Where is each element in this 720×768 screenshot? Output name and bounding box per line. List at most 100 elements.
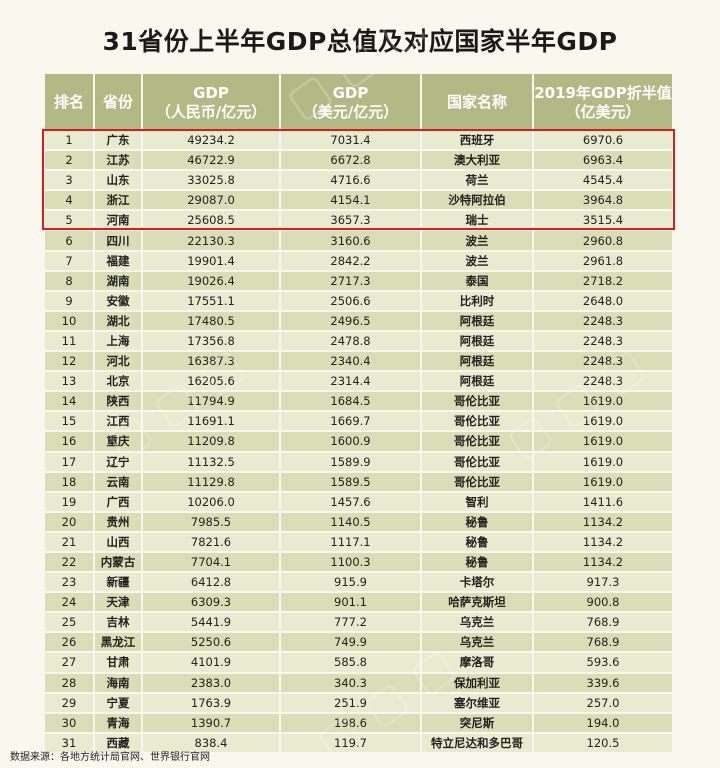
cell-gdp-usd: 1589.9 bbox=[280, 451, 422, 473]
cell-gdp-rmb: 16205.6 bbox=[142, 371, 281, 393]
table-row: 27 甘肃 4101.9 585.8 摩洛哥 593.6 bbox=[45, 652, 672, 674]
cell-half-gdp: 1619.0 bbox=[533, 471, 672, 493]
header-half-line1: 2019年GDP折半值 bbox=[534, 83, 672, 102]
header-country: 国家名称 bbox=[421, 74, 534, 131]
cell-half-gdp: 768.9 bbox=[533, 632, 672, 654]
cell-country: 波兰 bbox=[421, 230, 534, 252]
cell-gdp-rmb: 5250.6 bbox=[142, 632, 281, 654]
cell-gdp-usd: 198.6 bbox=[280, 712, 422, 734]
table-row: 28 海南 2383.0 340.3 保加利亚 339.6 bbox=[45, 672, 672, 694]
cell-half-gdp: 2248.3 bbox=[533, 330, 672, 353]
cell-rank: 5 bbox=[45, 210, 95, 232]
table-row: 29 宁夏 1763.9 251.9 塞尔维亚 257.0 bbox=[45, 692, 672, 714]
cell-half-gdp: 2961.8 bbox=[533, 250, 672, 272]
cell-rank: 19 bbox=[45, 491, 95, 513]
table-row: 4 浙江 29087.0 4154.1 沙特阿拉伯 3964.8 bbox=[45, 190, 672, 212]
table-row: 1 广东 49234.2 7031.4 西班牙 6970.6 bbox=[45, 131, 672, 152]
cell-half-gdp: 2248.3 bbox=[533, 310, 672, 332]
cell-gdp-rmb: 838.4 bbox=[142, 732, 281, 754]
cell-gdp-usd: 2842.2 bbox=[280, 250, 422, 272]
cell-country: 保加利亚 bbox=[421, 672, 534, 694]
cell-rank: 26 bbox=[45, 632, 95, 654]
cell-gdp-rmb: 2383.0 bbox=[142, 672, 281, 694]
cell-country: 泰国 bbox=[421, 270, 534, 292]
cell-country: 阿根廷 bbox=[421, 330, 534, 353]
cell-half-gdp: 3515.4 bbox=[533, 210, 672, 232]
cell-gdp-usd: 1100.3 bbox=[280, 551, 422, 574]
cell-half-gdp: 120.5 bbox=[533, 732, 672, 754]
cell-gdp-rmb: 25608.5 bbox=[142, 210, 281, 232]
cell-gdp-rmb: 11794.9 bbox=[142, 391, 281, 413]
cell-gdp-usd: 2717.3 bbox=[280, 270, 422, 292]
cell-country: 澳大利亚 bbox=[421, 150, 534, 172]
cell-gdp-rmb: 6309.3 bbox=[142, 592, 281, 614]
header-gdp-rmb-line1: GDP bbox=[193, 83, 229, 102]
cell-rank: 1 bbox=[45, 131, 95, 152]
cell-half-gdp: 1619.0 bbox=[533, 391, 672, 413]
cell-rank: 16 bbox=[45, 431, 95, 453]
header-half-line2: （亿美元） bbox=[565, 102, 641, 121]
cell-half-gdp: 257.0 bbox=[533, 692, 672, 714]
cell-gdp-rmb: 49234.2 bbox=[142, 131, 281, 152]
cell-half-gdp: 2960.8 bbox=[533, 230, 672, 252]
cell-gdp-usd: 2478.8 bbox=[280, 330, 422, 353]
cell-half-gdp: 339.6 bbox=[533, 672, 672, 694]
cell-rank: 28 bbox=[45, 672, 95, 694]
cell-province: 广东 bbox=[94, 131, 143, 152]
cell-half-gdp: 900.8 bbox=[533, 592, 672, 614]
table-row: 7 福建 19901.4 2842.2 波兰 2961.8 bbox=[45, 250, 672, 272]
table-row: 9 安徽 17551.1 2506.6 比利时 2648.0 bbox=[45, 290, 672, 312]
cell-half-gdp: 768.9 bbox=[533, 612, 672, 634]
cell-province: 北京 bbox=[94, 371, 143, 393]
cell-province: 云南 bbox=[94, 471, 143, 493]
table-row: 11 上海 17356.8 2478.8 阿根廷 2248.3 bbox=[45, 330, 672, 353]
table-row: 20 贵州 7985.5 1140.5 秘鲁 1134.2 bbox=[45, 511, 672, 533]
cell-rank: 7 bbox=[45, 250, 95, 272]
cell-rank: 20 bbox=[45, 511, 95, 533]
cell-rank: 30 bbox=[45, 712, 95, 734]
cell-country: 智利 bbox=[421, 491, 534, 513]
table-row: 2 江苏 46722.9 6672.8 澳大利亚 6963.4 bbox=[45, 150, 672, 172]
cell-province: 吉林 bbox=[94, 612, 143, 634]
cell-country: 荷兰 bbox=[421, 170, 534, 192]
cell-gdp-usd: 4154.1 bbox=[280, 190, 422, 212]
gdp-table: 排名 省份 GDP （人民币/亿元） GDP （美元/亿元） 国家名称 2019… bbox=[45, 74, 672, 754]
cell-gdp-usd: 749.9 bbox=[280, 632, 422, 654]
cell-rank: 6 bbox=[45, 230, 95, 252]
cell-gdp-rmb: 11132.5 bbox=[142, 451, 281, 473]
cell-gdp-usd: 1600.9 bbox=[280, 431, 422, 453]
cell-gdp-rmb: 29087.0 bbox=[142, 190, 281, 212]
cell-province: 内蒙古 bbox=[94, 551, 143, 574]
cell-gdp-rmb: 11209.8 bbox=[142, 431, 281, 453]
cell-province: 山东 bbox=[94, 170, 143, 192]
cell-rank: 31 bbox=[45, 732, 95, 754]
table-row: 25 吉林 5441.9 777.2 乌克兰 768.9 bbox=[45, 612, 672, 634]
cell-gdp-rmb: 46722.9 bbox=[142, 150, 281, 172]
header-gdp-usd-line1: GDP bbox=[332, 83, 369, 102]
cell-province: 江苏 bbox=[94, 150, 143, 172]
cell-province: 宁夏 bbox=[94, 692, 143, 714]
cell-province: 天津 bbox=[94, 592, 143, 614]
cell-country: 摩洛哥 bbox=[421, 652, 534, 674]
cell-country: 哈萨克斯坦 bbox=[421, 592, 534, 614]
cell-rank: 15 bbox=[45, 411, 95, 433]
cell-province: 甘肃 bbox=[94, 652, 143, 674]
cell-gdp-usd: 2340.4 bbox=[280, 351, 422, 373]
header-rank: 排名 bbox=[45, 74, 95, 131]
cell-rank: 21 bbox=[45, 531, 95, 553]
cell-gdp-rmb: 11691.1 bbox=[142, 411, 281, 433]
cell-country: 卡塔尔 bbox=[421, 572, 534, 594]
cell-rank: 29 bbox=[45, 692, 95, 714]
cell-province: 黑龙江 bbox=[94, 632, 143, 654]
cell-gdp-usd: 901.1 bbox=[280, 592, 422, 614]
cell-rank: 27 bbox=[45, 652, 95, 674]
cell-country: 秘鲁 bbox=[421, 531, 534, 553]
cell-half-gdp: 2718.2 bbox=[533, 270, 672, 292]
cell-gdp-usd: 4716.6 bbox=[280, 170, 422, 192]
table-header-row: 排名 省份 GDP （人民币/亿元） GDP （美元/亿元） 国家名称 2019… bbox=[45, 74, 672, 131]
cell-rank: 2 bbox=[45, 150, 95, 172]
table-row: 21 山西 7821.6 1117.1 秘鲁 1134.2 bbox=[45, 531, 672, 553]
cell-gdp-rmb: 17356.8 bbox=[142, 330, 281, 353]
cell-gdp-usd: 340.3 bbox=[280, 672, 422, 694]
cell-country: 哥伦比亚 bbox=[421, 391, 534, 413]
